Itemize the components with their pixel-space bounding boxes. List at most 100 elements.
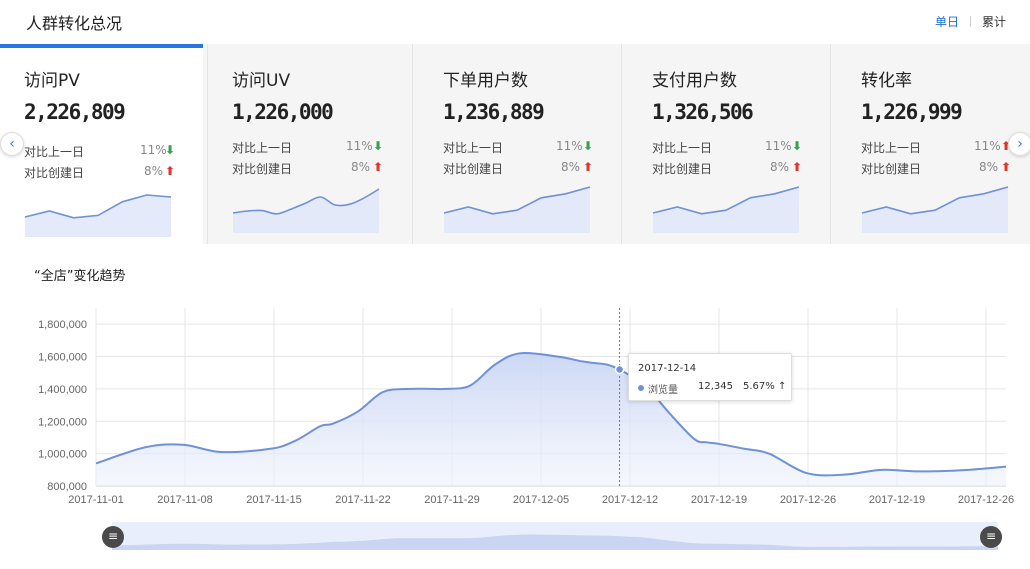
sparkline-area [653,187,799,233]
metric-card-pv[interactable]: 访问PV 2,226,809 对比上一日 11% ⬇ 对比创建日 8% ⬆ [0,44,203,244]
range-divider [969,16,971,27]
sparkline [232,188,380,233]
series-area [96,352,1006,486]
zoom-handle-right[interactable]: ≡ [980,526,1002,548]
chevron-right-icon: › [1017,136,1023,152]
compare-prev-pct: 11% [556,139,583,153]
metric-card-conversion[interactable]: 转化率 1,226,999 对比上一日 11% ⬆ 对比创建日 8% ⬆ [830,44,1030,244]
zoom-handle-left[interactable]: ≡ [102,526,124,548]
section-title: “全店”变化趋势 [34,269,126,284]
compare-created-pct: 8% [979,160,999,174]
compare-prev-label: 对比上一日 [24,145,85,159]
compare-created-label: 对比创建日 [652,162,713,176]
tooltip-date: 2017-12-14 [638,363,697,374]
arrow-down-icon: ⬇ [373,139,384,153]
range-option-cumulative[interactable]: 累计 [981,15,1006,29]
series-dot-icon [638,385,644,391]
x-tick-label: 2017-12-26 [780,494,836,506]
metric-card-orders[interactable]: 下单用户数 1,236,889 对比上一日 11% ⬇ 对比创建日 8% ⬆ [412,44,621,244]
zoom-slider[interactable] [100,520,1010,558]
sparkline-line [443,186,591,215]
x-tick-label: 2017-11-29 [424,494,479,506]
compare-created-label: 对比创建日 [443,162,504,176]
arrow-up-icon: ⬆ [792,160,803,174]
sparkline-line [861,186,1009,215]
x-tick-label: 2017-12-19 [691,494,747,506]
metric-value: 1,226,999 [861,100,963,124]
y-tick-label: 1,000,000 [38,449,87,461]
metric-title: 下单用户数 [443,71,528,91]
trend-chart[interactable]: 800,000 1,000,000 1,200,000 1,400,000 1,600,… [0,300,1030,510]
chart-tooltip: 2017-12-14 浏览量 12,345 5.67% ↑ [628,353,792,401]
x-tick-label: 2017-12-19 [869,494,925,506]
tooltip-series-name: 浏览量 [648,385,678,396]
sparkline-line [652,186,800,215]
metric-value: 2,226,809 [24,100,126,124]
range-option-daily[interactable]: 单日 [934,15,959,29]
carousel-prev-button[interactable]: ‹ [0,132,24,156]
sparkline-area [444,187,590,233]
x-tick-label: 2017-11-08 [157,494,212,506]
x-tick-label: 2017-11-01 [68,494,123,506]
arrow-down-icon: ⬇ [165,143,176,157]
y-tick-label: 1,800,000 [38,319,87,331]
sparkline [652,186,800,233]
compare-created-pct: 8% [770,160,790,174]
tooltip-value: 12,345 [698,381,733,392]
metric-title: 访问PV [24,71,80,91]
metric-value: 1,236,889 [443,100,545,124]
x-tick-label: 2017-12-26 [958,494,1014,506]
y-tick-label: 800,000 [47,481,87,493]
sparkline-line [232,188,380,215]
compare-created-label: 对比创建日 [232,162,293,176]
page-header: 人群转化总况 单日 累计 [0,0,1030,44]
chevron-left-icon: ‹ [9,136,15,152]
sparkline-line [24,194,172,219]
arrow-up-icon: ⬆ [583,160,594,174]
highlight-point [614,364,625,375]
compare-prev-pct: 11% [140,143,167,157]
arrow-up-icon: ⬆ [165,164,176,178]
compare-created-label: 对比创建日 [861,162,922,176]
arrow-up-icon: ⬆ [1001,139,1012,153]
compare-prev-label: 对比上一日 [443,141,504,155]
metric-cards: 访问PV 2,226,809 对比上一日 11% ⬇ 对比创建日 8% ⬆ 访问… [0,44,1030,244]
range-switch: 单日 累计 [935,13,1006,30]
x-tick-label: 2017-12-12 [602,494,658,506]
sparkline [24,194,172,237]
metric-card-payments[interactable]: 支付用户数 1,326,506 对比上一日 11% ⬇ 对比创建日 8% ⬆ [621,44,830,244]
arrow-up-icon: ⬆ [373,160,384,174]
tooltip-pct: 5.67% [743,381,775,392]
sparkline [443,186,591,233]
y-tick-label: 1,600,000 [38,352,87,364]
metric-value: 1,326,506 [652,100,754,124]
carousel-next-button[interactable]: › [1008,132,1030,156]
arrow-down-icon: ⬇ [583,139,594,153]
metric-card-uv[interactable]: 访问UV 1,226,000 对比上一日 11% ⬇ 对比创建日 8% ⬆ [207,44,412,244]
metric-title: 支付用户数 [652,71,737,91]
x-tick-label: 2017-11-22 [335,494,390,506]
x-tick-label: 2017-11-15 [246,494,301,506]
arrow-up-icon: ⬆ [1001,160,1012,174]
page-title: 人群转化总况 [26,14,123,33]
tooltip-change: 5.67% ↑ [743,381,786,392]
metric-value: 1,226,000 [232,100,334,124]
compare-created-pct: 8% [351,160,371,174]
y-tick-label: 1,400,000 [38,384,87,396]
arrow-down-icon: ⬇ [792,139,803,153]
compare-prev-pct: 11% [765,139,792,153]
compare-prev-label: 对比上一日 [861,141,922,155]
compare-prev-label: 对比上一日 [652,141,713,155]
compare-created-pct: 8% [561,160,581,174]
series-line [95,352,1007,477]
sparkline-area [862,187,1008,233]
zoom-overview-area [112,534,998,550]
metric-title: 访问UV [232,71,291,91]
metric-title: 转化率 [861,71,912,91]
sparkline [861,186,1009,233]
y-tick-label: 1,200,000 [38,416,87,428]
compare-prev-pct: 11% [346,139,373,153]
arrow-up-icon: ↑ [777,381,787,392]
compare-prev-label: 对比上一日 [232,141,293,155]
compare-created-pct: 8% [144,164,164,178]
